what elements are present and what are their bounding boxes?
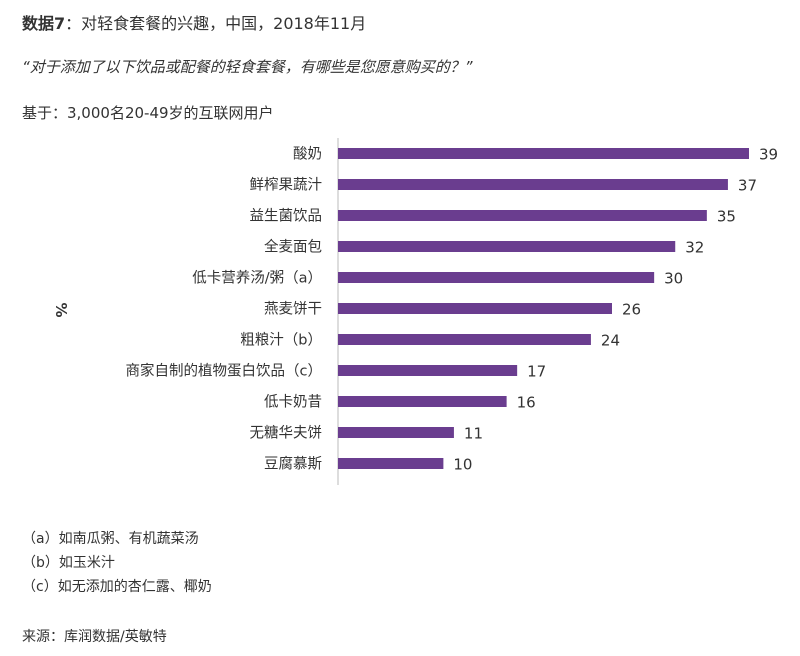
category-label: 益生菌饮品 xyxy=(250,208,323,225)
category-label: 低卡营养汤/粥（a） xyxy=(192,270,322,287)
bar xyxy=(338,396,507,407)
footnotes: （a）如南瓜粥、有机蔬菜汤 （b）如玉米汁 （c）如无添加的杏仁露、椰奶 xyxy=(22,527,212,599)
value-label: 10 xyxy=(453,456,472,474)
category-label: 无糖华夫饼 xyxy=(250,425,323,442)
value-label: 39 xyxy=(759,146,778,164)
chart-title: 数据7：对轻食套餐的兴趣，中国，2018年11月 xyxy=(22,10,366,34)
bar xyxy=(338,365,518,376)
bar xyxy=(338,427,454,438)
footnote-b: （b）如玉米汁 xyxy=(22,555,115,571)
category-label: 豆腐慕斯 xyxy=(264,455,322,473)
category-label: 燕麦饼干 xyxy=(264,301,322,318)
value-label: 30 xyxy=(664,270,683,288)
sample-base: 基于：3,000名20-49岁的互联网用户 xyxy=(22,104,274,122)
value-label: 11 xyxy=(464,425,483,443)
value-label: 26 xyxy=(622,301,641,319)
footnote-c: （c）如无添加的杏仁露、椰奶 xyxy=(22,579,212,595)
bar xyxy=(338,148,749,159)
value-label: 17 xyxy=(527,363,546,381)
category-label: 粗粮汁（b） xyxy=(240,332,322,349)
category-label: 酸奶 xyxy=(293,146,322,163)
survey-question: “对于添加了以下饮品或配餐的轻食套餐，有哪些是您愿意购买的？” xyxy=(22,58,473,76)
category-label: 商家自制的植物蛋白饮品（c） xyxy=(126,363,322,380)
bar xyxy=(338,458,444,469)
bar xyxy=(338,334,591,345)
value-label: 24 xyxy=(601,332,620,350)
bar xyxy=(338,303,612,314)
footnote-a: （a）如南瓜粥、有机蔬菜汤 xyxy=(22,531,199,547)
category-label: 低卡奶昔 xyxy=(264,394,322,411)
bar xyxy=(338,179,728,190)
category-label: 全麦面包 xyxy=(264,238,322,256)
bar xyxy=(338,210,707,221)
title-text: ：对轻食套餐的兴趣，中国，2018年11月 xyxy=(65,14,367,33)
y-axis-unit-label: % xyxy=(52,302,70,317)
value-label: 32 xyxy=(685,239,704,257)
figure-number: 数据7 xyxy=(22,14,66,33)
source-note: 来源：库润数据/英敏特 xyxy=(22,629,167,645)
value-label: 35 xyxy=(717,208,736,226)
bar xyxy=(338,272,655,283)
bar xyxy=(338,241,676,252)
category-label: 鲜榨果蔬汁 xyxy=(250,176,323,194)
value-label: 16 xyxy=(517,394,536,412)
value-label: 37 xyxy=(738,177,757,195)
